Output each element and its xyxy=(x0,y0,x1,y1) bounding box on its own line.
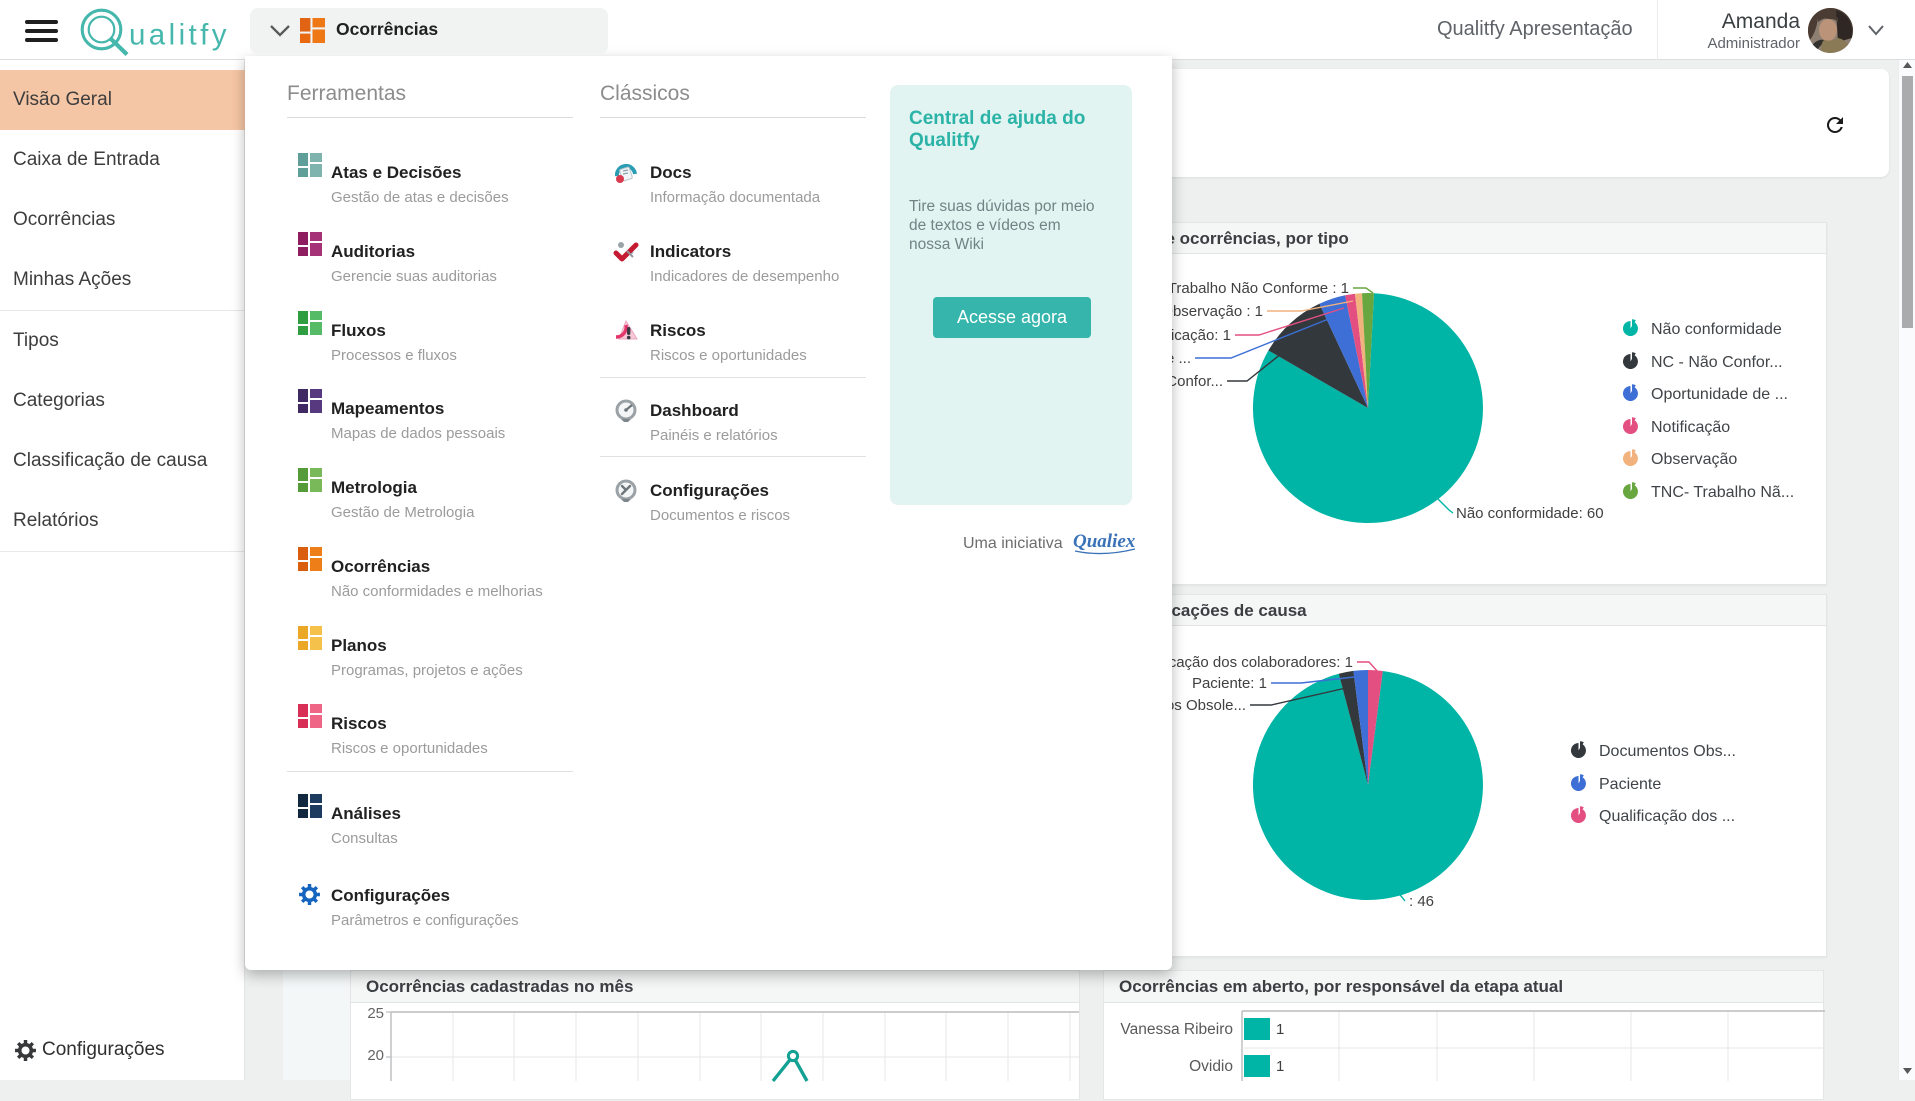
svg-text:Qualificação dos colaboradores: Qualificação dos colaboradores: 1 xyxy=(1126,654,1353,671)
svg-text:Não conformidade: 60: Não conformidade: 60 xyxy=(1456,505,1604,522)
svg-text:1: 1 xyxy=(1276,1058,1284,1075)
svg-text:Observação: Observação xyxy=(1651,451,1737,468)
svg-text:1: 1 xyxy=(1276,1021,1284,1038)
svg-text:Paciente: 1: Paciente: 1 xyxy=(1192,675,1267,692)
svg-text:25: 25 xyxy=(367,1005,384,1022)
svg-text:Oportunidade de ...: Oportunidade de ... xyxy=(1651,386,1788,403)
svg-text:Vanessa Ribeiro: Vanessa Ribeiro xyxy=(1120,1021,1233,1038)
svg-text:Documentos Obs...: Documentos Obs... xyxy=(1599,743,1736,760)
svg-text:Qualificação dos ...: Qualificação dos ... xyxy=(1599,808,1735,825)
svg-text:Não conformidade: Não conformidade xyxy=(1651,321,1782,338)
svg-text:: 46: : 46 xyxy=(1409,893,1434,910)
svg-text:TNC- Trabalho Nã...: TNC- Trabalho Nã... xyxy=(1651,484,1794,501)
svg-text:Ovidio: Ovidio xyxy=(1189,1058,1233,1075)
svg-text:Observação : 1: Observação : 1 xyxy=(1161,303,1263,320)
svg-text:Paciente: Paciente xyxy=(1599,776,1661,793)
svg-text:ualitfy: ualitfy xyxy=(129,19,230,52)
svg-text:NC - Não Confor...: NC - Não Confor... xyxy=(1651,354,1783,371)
svg-text:Notificação: Notificação xyxy=(1651,419,1730,436)
svg-text:TNC- Trabalho Não Conforme : 1: TNC- Trabalho Não Conforme : 1 xyxy=(1128,280,1349,297)
svg-text:20: 20 xyxy=(367,1047,384,1064)
svg-text:Qualiex: Qualiex xyxy=(1073,531,1136,552)
